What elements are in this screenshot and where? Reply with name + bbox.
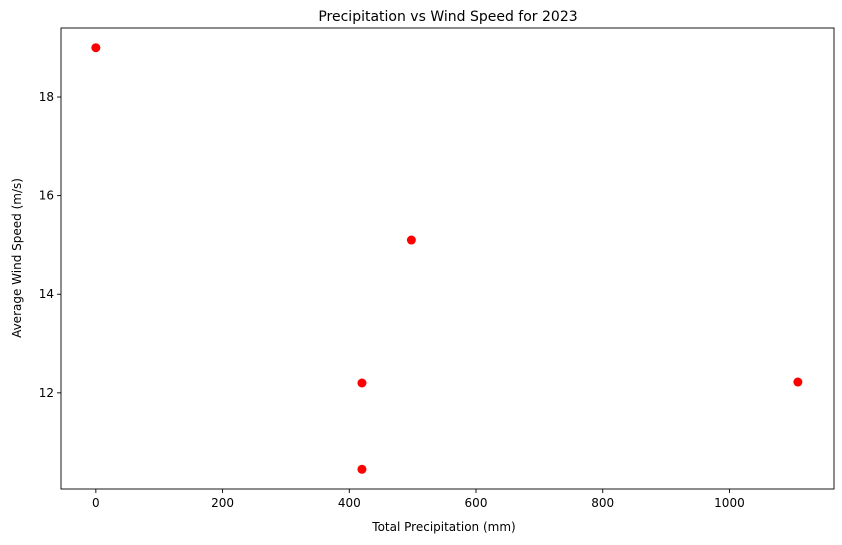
data-points [91,43,803,474]
y-tick-label: 14 [39,287,54,301]
plot-area-frame [60,27,835,490]
scatter-point [357,464,367,474]
x-tick-label: 400 [338,496,361,510]
x-tick-label: 600 [465,496,488,510]
x-axis-ticks: 0 200 400 600 800 1000 [92,489,745,510]
y-tick-label: 16 [39,189,54,203]
x-tick-label: 800 [591,496,614,510]
x-axis-label: Total Precipitation (mm) [371,520,515,534]
y-tick-label: 12 [39,386,54,400]
y-tick-label: 18 [39,90,54,104]
scatter-point [406,235,416,245]
chart-title: Precipitation vs Wind Speed for 2023 [318,9,577,25]
y-axis-ticks: 12 14 16 18 [39,90,61,400]
scatter-point [793,377,803,387]
scatter-point [91,43,101,53]
x-tick-label: 1000 [714,496,745,510]
x-tick-label: 0 [92,496,100,510]
x-tick-label: 200 [211,496,234,510]
y-axis-label: Average Wind Speed (m/s) [10,178,24,338]
scatter-point [357,378,367,388]
